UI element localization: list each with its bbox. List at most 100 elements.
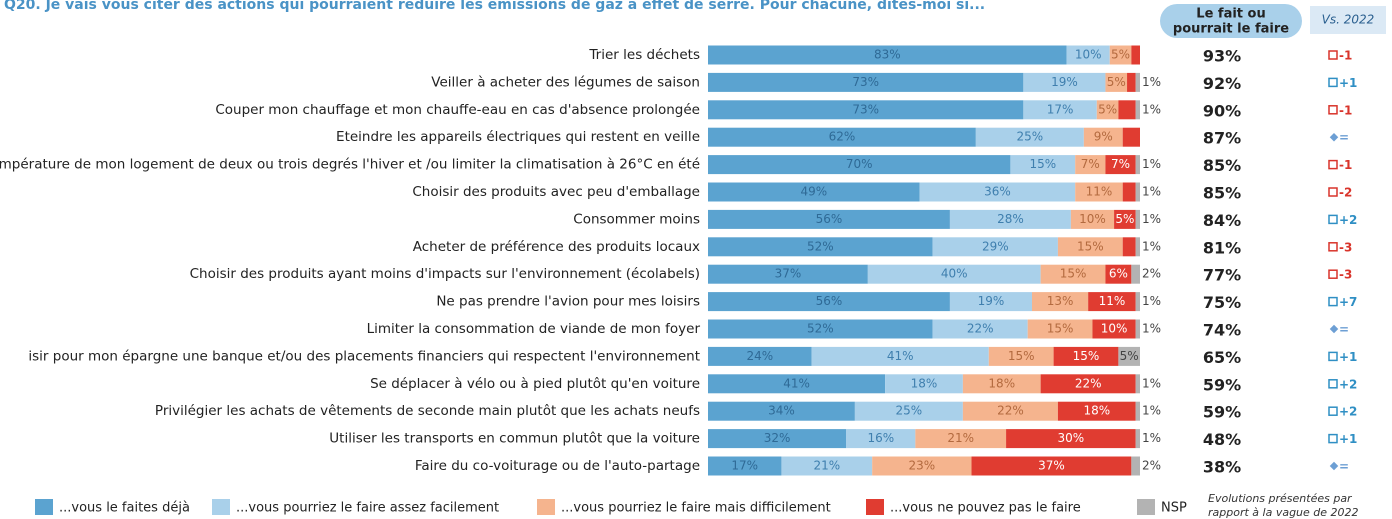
value-label: 15% bbox=[1077, 239, 1104, 253]
total-label: 65% bbox=[1203, 348, 1241, 367]
change-icon bbox=[1328, 105, 1338, 115]
value-label: 7% bbox=[1081, 157, 1100, 171]
bar-segment bbox=[811, 346, 989, 366]
value-label: 32% bbox=[764, 431, 791, 445]
change-icon bbox=[1329, 132, 1339, 142]
value-label: 1% bbox=[1142, 322, 1161, 336]
value-label: 49% bbox=[801, 185, 828, 199]
value-label: 1% bbox=[1142, 404, 1161, 418]
change-label: +7 bbox=[1339, 295, 1357, 309]
bar-segment bbox=[708, 209, 950, 229]
change-header-bg bbox=[1310, 6, 1386, 34]
bar-segment bbox=[1010, 155, 1076, 175]
category-label: isir pour mon épargne une banque et/ou d… bbox=[28, 348, 700, 364]
value-label: 1% bbox=[1142, 102, 1161, 116]
bar-segment bbox=[971, 456, 1132, 476]
change-label: = bbox=[1339, 131, 1349, 145]
value-label: 10% bbox=[1079, 212, 1106, 226]
value-label: 52% bbox=[807, 239, 834, 253]
value-label: 24% bbox=[747, 349, 774, 363]
value-label: 5% bbox=[1120, 349, 1139, 363]
bar-segment bbox=[1135, 100, 1140, 120]
change-icon bbox=[1328, 242, 1338, 252]
value-label: 40% bbox=[941, 267, 968, 281]
bar-segment bbox=[949, 292, 1032, 312]
value-label: 15% bbox=[1029, 157, 1056, 171]
change-icon bbox=[1328, 159, 1338, 170]
category-label: Limiter la consommation de viande de mon… bbox=[367, 321, 701, 337]
bar-segment bbox=[1131, 456, 1140, 476]
total-label: 74% bbox=[1203, 321, 1241, 340]
category-label: Consommer moins bbox=[573, 211, 700, 227]
change-label: -3 bbox=[1339, 268, 1352, 282]
value-label: 1% bbox=[1142, 185, 1161, 199]
change-icon bbox=[1328, 77, 1338, 88]
bar-segment bbox=[1135, 401, 1140, 421]
bar-segment bbox=[1027, 319, 1093, 339]
bar-segment bbox=[1135, 374, 1140, 394]
change-icon bbox=[1328, 296, 1338, 307]
bar-segment bbox=[1118, 100, 1136, 120]
value-label: 73% bbox=[852, 75, 879, 89]
value-label: 41% bbox=[783, 376, 810, 390]
change-label: -1 bbox=[1339, 103, 1352, 117]
total-label: 38% bbox=[1203, 458, 1241, 477]
total-label: 87% bbox=[1203, 129, 1241, 148]
change-label: = bbox=[1339, 460, 1349, 474]
value-label: 19% bbox=[978, 294, 1005, 308]
bar-segment bbox=[1088, 292, 1136, 312]
change-label: -1 bbox=[1339, 49, 1352, 63]
value-label: 15% bbox=[1008, 349, 1035, 363]
bar-segment bbox=[1127, 72, 1136, 92]
value-label: 22% bbox=[1075, 376, 1102, 390]
total-label: 77% bbox=[1203, 266, 1241, 285]
category-label: Eteindre les appareils électriques qui r… bbox=[336, 129, 700, 145]
change-label: +1 bbox=[1339, 76, 1357, 90]
value-label: 1% bbox=[1142, 212, 1161, 226]
bar-segment bbox=[846, 429, 916, 449]
total-label: 75% bbox=[1203, 293, 1241, 312]
value-label: 19% bbox=[1051, 75, 1078, 89]
value-label: 21% bbox=[813, 459, 840, 473]
bar-segment bbox=[1053, 346, 1119, 366]
value-label: 2% bbox=[1142, 267, 1161, 281]
change-icon bbox=[1329, 324, 1339, 334]
category-label: Se déplacer à vélo ou à pied plutôt qu'e… bbox=[370, 376, 700, 392]
bar-segment bbox=[1135, 182, 1140, 202]
total-header: Le fait ou bbox=[1196, 7, 1265, 22]
bar-segment bbox=[885, 374, 963, 394]
total-label: 59% bbox=[1203, 375, 1241, 394]
value-label: 18% bbox=[988, 376, 1015, 390]
change-label: -1 bbox=[1339, 158, 1352, 172]
value-label: 21% bbox=[947, 431, 974, 445]
value-label: 37% bbox=[1038, 459, 1065, 473]
legend-swatch bbox=[212, 499, 230, 515]
value-label: 56% bbox=[816, 212, 843, 226]
category-label: er la température de mon logement de deu… bbox=[0, 157, 700, 173]
category-label: Choisir des produits avec peu d'emballag… bbox=[412, 184, 700, 200]
value-label: 9% bbox=[1094, 130, 1113, 144]
bar-segment bbox=[1040, 264, 1106, 284]
total-label: 81% bbox=[1203, 238, 1241, 257]
bar-segment bbox=[1057, 401, 1136, 421]
legend-label: ...vous pourriez le faire mais difficile… bbox=[561, 501, 831, 516]
change-label: +1 bbox=[1339, 350, 1357, 364]
value-label: 10% bbox=[1101, 322, 1128, 336]
bar-segment bbox=[708, 456, 782, 476]
bar-segment bbox=[915, 429, 1007, 449]
category-label: Acheter de préférence des produits locau… bbox=[413, 239, 700, 255]
total-label: 59% bbox=[1203, 403, 1241, 422]
change-icon bbox=[1328, 214, 1338, 225]
bar-segment bbox=[708, 182, 920, 202]
bar-segment bbox=[1135, 209, 1140, 229]
bar-segment bbox=[867, 264, 1041, 284]
value-label: 15% bbox=[1047, 322, 1074, 336]
bar-segment bbox=[1066, 45, 1110, 65]
legend-label: NSP bbox=[1161, 501, 1187, 516]
bar-segment bbox=[708, 155, 1011, 175]
bar-segment bbox=[1109, 45, 1132, 65]
legend-swatch bbox=[35, 499, 53, 515]
bar-segment bbox=[988, 346, 1054, 366]
value-label: 7% bbox=[1111, 157, 1130, 171]
change-icon bbox=[1328, 50, 1338, 60]
